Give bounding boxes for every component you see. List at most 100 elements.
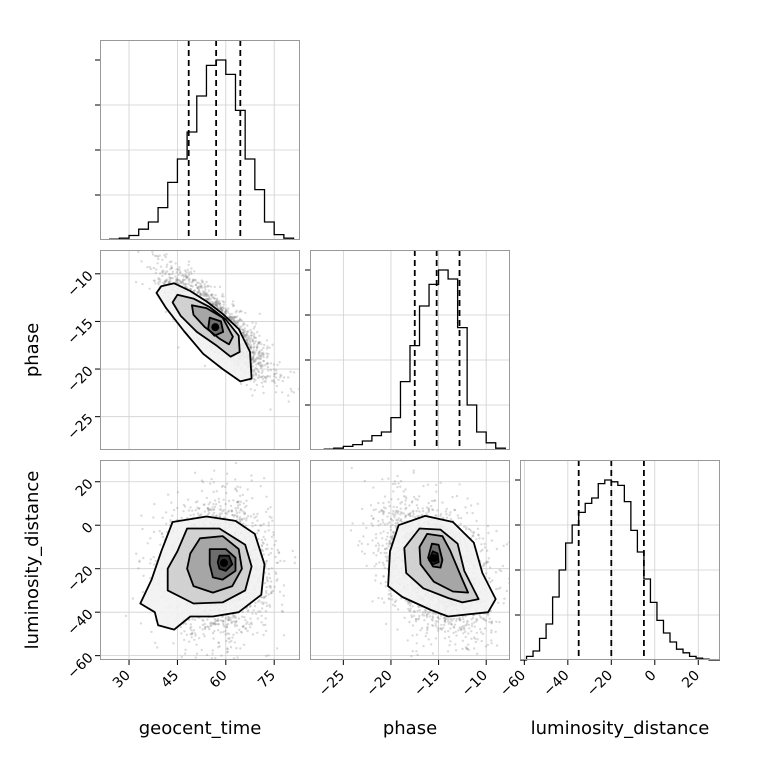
- panel-geocent_time-vs-phase-point: [197, 287, 200, 290]
- panel-geocent_time-vs-phase-point: [160, 270, 164, 273]
- panel-geocent_time-vs-phase-point: [261, 353, 265, 356]
- panel-geocent_time-vs-luminosity_distance-point: [211, 649, 214, 652]
- panel-geocent_time-vs-phase-point: [204, 290, 207, 294]
- panel-geocent_time-vs-luminosity_distance-point: [251, 633, 255, 636]
- panel-geocent_time-vs-luminosity_distance-point: [180, 655, 183, 659]
- panel-geocent_time-vs-luminosity_distance-point: [261, 549, 265, 553]
- panel-geocent_time-vs-phase-point: [246, 330, 249, 334]
- panel-geocent_time-vs-luminosity_distance-point: [248, 623, 251, 626]
- panel-geocent_time-vs-phase-point: [199, 284, 203, 288]
- panel-geocent_time-vs-luminosity_distance-point: [239, 486, 242, 489]
- panel-geocent_time-vs-phase-point: [203, 286, 206, 289]
- panel-geocent_time-vs-phase-point: [178, 268, 181, 271]
- panel-geocent_time-vs-luminosity_distance-point: [262, 601, 265, 604]
- panel-geocent_time-vs-luminosity_distance-point: [222, 624, 225, 627]
- panel-geocent_time-vs-phase-point: [216, 301, 219, 305]
- panel-geocent_time-vs-phase-point: [218, 303, 222, 306]
- panel-geocent_time-vs-phase-point: [252, 351, 255, 355]
- panel-geocent_time-vs-phase-point: [157, 281, 160, 284]
- panel-geocent_time-vs-luminosity_distance-point: [262, 595, 266, 599]
- panel-geocent_time-vs-luminosity_distance-point: [233, 623, 236, 626]
- panel-geocent_time-vs-phase-point: [247, 343, 250, 346]
- panel-geocent_time-vs-phase-point: [223, 311, 226, 314]
- panel-geocent_time-vs-phase-point: [148, 287, 151, 290]
- panel-geocent_time-vs-luminosity_distance-point: [208, 622, 212, 625]
- panel-geocent_time-vs-phase-point: [258, 376, 261, 379]
- panel-geocent_time-vs-phase-point: [154, 282, 157, 285]
- panel-geocent_time-vs-luminosity_distance-point: [221, 619, 224, 623]
- panel-geocent_time-vs-luminosity_distance-frame: [100, 460, 300, 660]
- panel-geocent_time-vs-luminosity_distance-point: [235, 624, 239, 627]
- panel-geocent_time-vs-luminosity_distance-point: [270, 516, 273, 519]
- panel-geocent_time-vs-luminosity_distance-point: [215, 622, 218, 626]
- panel-geocent_time-vs-phase-point: [195, 286, 199, 289]
- panel-geocent_time-vs-phase-point: [257, 370, 261, 374]
- panel-geocent_time-vs-phase-point: [278, 361, 281, 364]
- panel-geocent_time-vs-phase-point: [165, 279, 168, 282]
- panel-geocent_time-vs-luminosity_distance-point: [194, 634, 197, 637]
- panel-geocent_time-vs-phase-point: [252, 332, 256, 335]
- panel-geocent_time-vs-luminosity_distance-point: [216, 617, 220, 621]
- panel-geocent_time-vs-luminosity_distance-point: [239, 500, 242, 503]
- panel-geocent_time-vs-luminosity_distance-point: [235, 621, 238, 624]
- panel-geocent_time-vs-phase-point: [216, 299, 219, 302]
- panel-geocent_time-vs-luminosity_distance-point: [211, 631, 215, 635]
- panel-geocent_time-vs-phase-point: [252, 342, 256, 346]
- panel-geocent_time-vs-phase-point: [246, 338, 249, 342]
- panel-geocent_time-vs-phase-point: [214, 301, 217, 304]
- panel-geocent_time-vs-luminosity_distance-point: [264, 617, 267, 620]
- panel-geocent_time-vs-luminosity_distance-point: [241, 625, 245, 629]
- panel-geocent_time-vs-luminosity_distance-point: [234, 625, 237, 628]
- panel-geocent_time-vs-phase-point: [168, 276, 171, 279]
- panel-geocent_time-vs-phase-point: [166, 270, 169, 273]
- panel-geocent_time-vs-phase-point: [233, 316, 236, 319]
- panel-geocent_time-vs-phase-point: [257, 352, 260, 356]
- panel-phase-vs-luminosity_distance-point: [414, 617, 418, 621]
- panel-geocent_time-vs-luminosity_distance-point: [213, 508, 216, 511]
- panel-geocent_time-vs-phase-point: [194, 279, 197, 282]
- panel-geocent_time-vs-phase-point: [240, 319, 244, 322]
- panel-geocent_time-vs-phase-point: [273, 368, 276, 371]
- panel-geocent_time-vs-phase-point: [207, 284, 210, 287]
- panel-geocent_time-vs-phase-point: [202, 294, 205, 297]
- panel-geocent_time-vs-phase-point: [256, 369, 260, 373]
- panel-geocent_time-vs-phase-point: [169, 267, 172, 271]
- panel-geocent_time-vs-luminosity_distance-point: [257, 662, 259, 664]
- panel-geocent_time-vs-luminosity_distance-point: [160, 532, 164, 536]
- panel-geocent_time-vs-phase-point: [137, 250, 140, 254]
- panel-geocent_time-vs-phase-point: [221, 309, 224, 313]
- panel-geocent_time-vs-luminosity_distance-point: [238, 503, 242, 506]
- panel-geocent_time-vs-luminosity_distance-point: [264, 629, 268, 633]
- panel-phase-vs-luminosity_distance-point: [483, 546, 487, 549]
- panel-geocent_time-vs-luminosity_distance-point: [269, 551, 273, 555]
- panel-geocent_time-vs-phase-point: [260, 371, 264, 375]
- panel-geocent_time-vs-phase-point: [229, 315, 232, 319]
- panel-geocent_time-vs-luminosity_distance-point: [191, 618, 194, 621]
- panel-geocent_time-vs-phase-point: [152, 266, 155, 270]
- panel-geocent_time-vs-phase-point: [218, 285, 222, 289]
- hist-geocent_time-steps: [109, 59, 295, 240]
- panel-geocent_time-vs-luminosity_distance-point: [233, 513, 237, 517]
- panel-geocent_time-vs-luminosity_distance-point: [272, 533, 275, 536]
- panel-geocent_time-vs-luminosity_distance-point: [229, 618, 232, 622]
- panel-geocent_time-vs-phase-point: [178, 266, 181, 269]
- panel-geocent_time-vs-luminosity_distance-point: [239, 647, 242, 650]
- panel-geocent_time-vs-luminosity_distance-point: [194, 632, 197, 635]
- panel-geocent_time-vs-phase-point: [215, 297, 219, 300]
- panel-geocent_time-vs-phase-point: [254, 340, 257, 343]
- panel-geocent_time-vs-luminosity_distance-point: [218, 645, 221, 648]
- panel-geocent_time-vs-luminosity_distance-point: [227, 618, 230, 622]
- panel-geocent_time-vs-luminosity_distance-point: [221, 619, 225, 623]
- panel-geocent_time-vs-phase-point: [203, 283, 206, 286]
- panel-geocent_time-vs-phase-point: [213, 303, 216, 306]
- panel-geocent_time-vs-phase-point: [236, 320, 240, 323]
- panel-geocent_time-vs-phase-point: [247, 343, 250, 346]
- panel-geocent_time-vs-phase-point: [197, 281, 200, 284]
- panel-geocent_time-vs-phase-point: [187, 278, 191, 281]
- panel-geocent_time-vs-luminosity_distance-point: [189, 627, 192, 630]
- panel-geocent_time-vs-phase-point: [149, 267, 153, 271]
- panel-geocent_time-vs-luminosity_distance-point: [152, 530, 156, 534]
- panel-geocent_time-vs-luminosity_distance-point: [270, 547, 273, 550]
- panel-geocent_time-vs-phase-point: [253, 336, 256, 339]
- panel-geocent_time-vs-luminosity_distance-point: [212, 511, 216, 515]
